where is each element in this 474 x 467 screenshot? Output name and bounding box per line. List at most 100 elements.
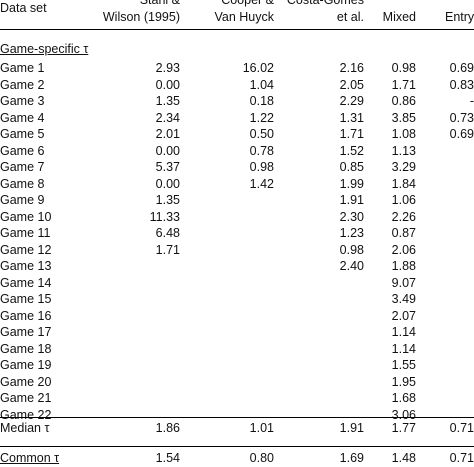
row-label: Game 21 — [0, 391, 52, 405]
cell-mixed: 1.95 — [391, 374, 416, 389]
cell-costa: 0.98 — [339, 242, 364, 257]
header-costa: Costa-Gomes et al. — [274, 0, 364, 26]
cell-cooper: 0.50 — [249, 127, 274, 141]
cell-cooper: 0.18 — [249, 94, 274, 108]
row-label: Game 6 — [0, 143, 45, 158]
cell-mixed: 1.68 — [391, 391, 416, 405]
row-label: Game 1 — [0, 61, 45, 75]
cell-entry: 0.69 — [449, 61, 474, 75]
row-label: Game 10 — [0, 209, 52, 224]
cell-stahl: 0.00 — [155, 143, 180, 158]
header-entry: Entry — [445, 10, 474, 24]
cell-mixed: 2.26 — [391, 209, 416, 224]
cell-stahl: 1.71 — [155, 242, 180, 257]
cell-costa: 2.05 — [339, 77, 364, 92]
cell-mixed: 3.06 — [391, 407, 416, 422]
cell-entry: 0.73 — [449, 110, 474, 125]
cell-mixed: 1.06 — [391, 193, 416, 207]
cell-cooper: 16.02 — [242, 61, 274, 75]
header-cooper-line1: Cooper & — [221, 0, 274, 7]
median-rule — [0, 417, 474, 418]
cell-mixed: 3.29 — [391, 160, 416, 174]
cell-stahl: 0.00 — [155, 176, 180, 191]
header-dataset: Data set — [0, 1, 47, 15]
cell-stahl: 2.93 — [155, 61, 180, 75]
cell-costa: 2.29 — [339, 94, 364, 108]
row-label: Game 12 — [0, 242, 52, 257]
row-label: Game 14 — [0, 275, 52, 290]
game-specific-label: Game-specific τ — [0, 42, 89, 56]
cell-mixed: 1.88 — [391, 259, 416, 273]
row-label: Median τ — [0, 421, 50, 435]
cell-stahl: 1.86 — [155, 421, 180, 435]
cell-stahl: 1.35 — [155, 193, 180, 207]
cell-mixed: 2.06 — [391, 242, 416, 257]
cell-mixed: 0.86 — [391, 94, 416, 108]
cell-costa: 1.99 — [339, 176, 364, 191]
header-stahl-line2: Wilson (1995) — [102, 10, 180, 24]
row-label: Game 17 — [0, 325, 52, 339]
cell-cooper: 1.22 — [249, 110, 274, 125]
cell-stahl: 11.33 — [149, 209, 180, 224]
cell-costa: 1.31 — [339, 110, 364, 125]
row-label: Game 16 — [0, 308, 52, 323]
row-label: Game 11 — [0, 226, 51, 240]
cell-mixed: 1.55 — [391, 358, 416, 372]
row-label: Game 2 — [0, 77, 45, 92]
cell-stahl: 2.01 — [155, 127, 180, 141]
header-mixed: Mixed — [382, 10, 416, 24]
header-costa-line1: Costa-Gomes — [286, 0, 364, 7]
cell-costa: 2.16 — [339, 61, 364, 75]
cell-mixed: 1.77 — [391, 421, 416, 435]
cell-costa: 1.91 — [339, 193, 364, 207]
row-label: Game 19 — [0, 358, 52, 372]
header-cooper: Cooper & Van Huyck — [184, 0, 274, 26]
row-label: Game 13 — [0, 259, 52, 273]
row-label: Game 8 — [0, 176, 45, 191]
cell-cooper: 1.01 — [249, 421, 274, 435]
cell-entry: 0.71 — [449, 451, 474, 465]
cell-entry: - — [469, 94, 474, 108]
cell-cooper: 1.42 — [249, 176, 274, 191]
row-label: Game 22 — [0, 407, 52, 422]
row-label: Game 7 — [0, 160, 45, 174]
cell-stahl: 1.54 — [155, 451, 180, 465]
common-rule — [0, 446, 474, 447]
row-label: Game 5 — [0, 127, 45, 141]
cell-costa: 1.71 — [339, 127, 364, 141]
cell-mixed: 1.14 — [391, 325, 416, 339]
row-label: Game 15 — [0, 292, 52, 306]
cell-entry: 0.69 — [449, 127, 474, 141]
cell-mixed: 1.13 — [391, 143, 416, 158]
cell-mixed: 3.49 — [391, 292, 416, 306]
header-costa-line2: et al. — [336, 10, 364, 24]
cell-cooper: 1.04 — [249, 77, 274, 92]
cell-cooper: 0.98 — [249, 160, 274, 174]
cell-entry: 0.71 — [449, 421, 474, 435]
cell-mixed: 1.71 — [391, 77, 416, 92]
cell-mixed: 0.87 — [391, 226, 416, 240]
cell-stahl: 5.37 — [155, 160, 180, 174]
cell-mixed: 1.08 — [391, 127, 416, 141]
cell-cooper: 0.80 — [249, 451, 274, 465]
cell-costa: 1.69 — [339, 451, 364, 465]
cell-costa: 2.40 — [339, 259, 364, 273]
cell-cooper: 0.78 — [249, 143, 274, 158]
row-label: Game 3 — [0, 94, 45, 108]
cell-costa: 1.23 — [339, 226, 364, 240]
row-label: Game 4 — [0, 110, 45, 125]
header-stahl: Stahl & Wilson (1995) — [70, 0, 180, 26]
cell-mixed: 3.85 — [391, 110, 416, 125]
row-label: Game 9 — [0, 193, 45, 207]
cell-costa: 2.30 — [339, 209, 364, 224]
cell-entry: 0.83 — [449, 77, 474, 92]
row-label: Common τ — [0, 451, 60, 465]
cell-costa: 1.52 — [339, 143, 364, 158]
cell-mixed: 1.48 — [391, 451, 416, 465]
cell-mixed: 1.14 — [391, 341, 416, 356]
row-label: Game 18 — [0, 341, 52, 356]
cell-stahl: 6.48 — [155, 226, 180, 240]
cell-mixed: 1.84 — [391, 176, 416, 191]
header-cooper-line2: Van Huyck — [214, 10, 274, 24]
